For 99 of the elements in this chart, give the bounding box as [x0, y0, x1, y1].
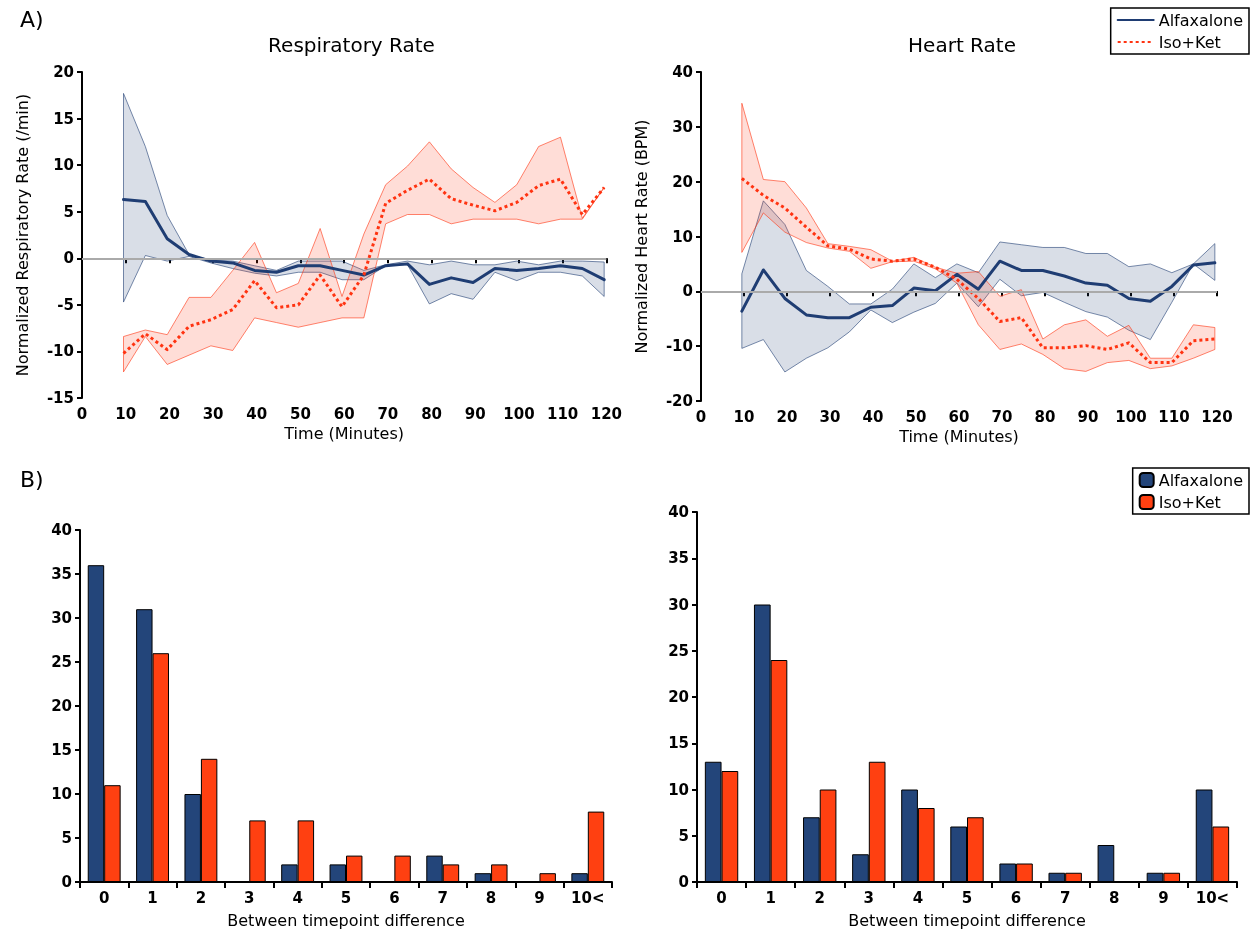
x-tick-label: 120: [590, 404, 622, 423]
x-tick-label: 10: [733, 407, 755, 426]
x-tick-label: 8: [485, 888, 497, 907]
x-tick-label: 80: [421, 404, 442, 423]
chart-title: Heart Rate: [908, 33, 1016, 57]
line-series: [122, 198, 606, 286]
text: B): [20, 466, 44, 492]
x-tick-label: 5: [340, 888, 352, 907]
y-tick-label: 10: [53, 156, 74, 175]
x-tick-label: 0: [716, 888, 727, 907]
x-tick-label: 40: [862, 407, 884, 426]
x-tick-label: 8: [1109, 888, 1120, 907]
y-tick-label: 20: [51, 697, 72, 715]
x-tick-label: 9: [1158, 888, 1169, 907]
y-tick-label: 0: [678, 873, 689, 891]
x-tick-label: 5: [961, 888, 973, 907]
y-tick-label: -5: [57, 295, 74, 314]
chart-title: Respiratory Rate: [268, 33, 435, 57]
y-tick-label: 0: [61, 873, 72, 891]
x-tick-label: 60: [333, 404, 355, 423]
x-tick-label: 0: [76, 404, 88, 423]
x-tick-label: 10<: [571, 888, 605, 907]
y-tick-label: 0: [682, 282, 693, 301]
y-tick-label: -20: [665, 392, 693, 410]
legend-label: Alfaxalone: [1158, 470, 1244, 490]
y-tick-label: 40: [51, 521, 72, 539]
x-tick-label: 0: [98, 888, 110, 907]
legend-label: Iso+Ket: [1158, 32, 1221, 52]
y-tick-label: 5: [63, 202, 74, 221]
y-tick-label: 20: [53, 63, 74, 81]
text: A): [20, 6, 44, 32]
y-tick-label: 20: [672, 172, 693, 191]
y-tick-label: 10: [672, 227, 693, 246]
line-series: [740, 259, 1217, 320]
x-tick-label: 2: [195, 888, 207, 907]
line-series: [740, 176, 1217, 365]
x-tick-label: 1: [765, 888, 776, 907]
y-tick-label: 40: [672, 63, 693, 81]
x-tick-label: 50: [905, 407, 927, 426]
x-axis-title: Time (Minutes): [283, 424, 405, 444]
y-tick-label: 40: [668, 503, 689, 521]
y-axis-title: Normalized Heart Rate (BPM): [631, 119, 651, 354]
x-tick-label: 4: [292, 888, 303, 907]
y-axis-title: Normalized Respiratory Rate (/min): [12, 93, 32, 377]
x-tick-label: 60: [948, 407, 970, 426]
y-tick-label: 30: [668, 595, 689, 614]
x-tick-label: 110: [546, 404, 579, 423]
y-tick-label: 20: [668, 688, 689, 706]
x-tick-label: 100: [1115, 407, 1147, 426]
x-tick-label: 2: [814, 888, 825, 907]
y-tick-label: 15: [51, 741, 72, 759]
x-tick-label: 50: [290, 404, 311, 423]
y-tick-label: 5: [61, 829, 72, 847]
y-tick-label: -10: [46, 342, 74, 361]
y-tick-label: 15: [53, 109, 74, 128]
y-tick-label: 15: [668, 734, 689, 753]
x-tick-label: 80: [1034, 407, 1056, 426]
x-tick-label: 20: [158, 404, 180, 423]
x-tick-label: 70: [377, 404, 399, 423]
x-tick-label: 6: [389, 888, 400, 907]
x-tick-label: 3: [863, 888, 875, 907]
y-tick-label: 30: [51, 609, 72, 627]
x-tick-label: 6: [1010, 888, 1022, 907]
x-tick-label: 70: [991, 407, 1013, 426]
x-tick-label: 20: [776, 407, 798, 426]
x-tick-label: 0: [695, 407, 707, 426]
x-tick-label: 7: [1059, 888, 1071, 907]
x-tick-label: 100: [503, 404, 535, 423]
x-tick-label: 1: [147, 888, 158, 907]
x-tick-label: 30: [819, 407, 841, 426]
x-axis-title: Between timepoint difference: [848, 910, 1086, 930]
x-tick-label: 10<: [1195, 888, 1230, 907]
y-tick-label: 5: [678, 826, 689, 845]
x-tick-label: 90: [1077, 407, 1099, 426]
line-series: [122, 177, 606, 355]
x-tick-label: 10: [115, 404, 137, 423]
x-tick-label: 7: [437, 888, 448, 907]
y-tick-label: 0: [63, 249, 74, 268]
x-tick-label: 30: [202, 404, 224, 423]
y-tick-label: 10: [51, 785, 72, 803]
legend-label: Alfaxalone: [1158, 10, 1244, 30]
x-tick-label: 90: [464, 404, 486, 423]
y-tick-label: 30: [672, 117, 693, 136]
x-tick-label: 3: [244, 888, 255, 907]
x-tick-label: 110: [1158, 407, 1190, 426]
y-tick-label: 10: [668, 780, 689, 799]
x-tick-label: 120: [1201, 407, 1233, 426]
x-axis-title: Time (Minutes): [898, 427, 1019, 447]
x-axis-title: Between timepoint difference: [227, 910, 465, 930]
y-tick-label: 35: [668, 549, 689, 568]
x-tick-label: 9: [534, 888, 545, 907]
y-tick-label: 25: [668, 641, 689, 660]
y-tick-label: -10: [665, 337, 693, 356]
legend-label: Iso+Ket: [1158, 492, 1221, 512]
y-tick-label: 25: [51, 653, 72, 671]
x-tick-label: 4: [912, 888, 924, 907]
y-tick-label: -15: [46, 389, 74, 407]
x-tick-label: 40: [246, 404, 268, 423]
y-tick-label: 35: [51, 565, 72, 583]
